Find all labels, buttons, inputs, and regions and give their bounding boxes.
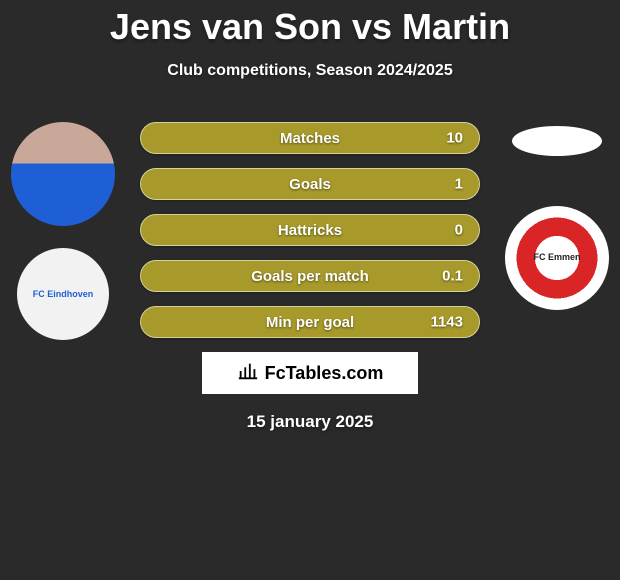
right-player-column: FC Emmen <box>502 122 612 310</box>
stat-value-right: 10 <box>446 130 463 147</box>
right-player-photo <box>512 126 602 156</box>
left-player-photo <box>11 122 115 226</box>
stat-label: Matches <box>280 130 340 147</box>
left-player-column: FC Eindhoven <box>8 122 118 340</box>
stat-bar-goals: Goals 1 <box>140 168 480 200</box>
stat-bar-goals-per-match: Goals per match 0.1 <box>140 260 480 292</box>
bar-chart-icon <box>237 360 259 387</box>
watermark: FcTables.com <box>202 352 418 394</box>
date-label: 15 january 2025 <box>140 412 480 432</box>
left-club-badge: FC Eindhoven <box>17 248 109 340</box>
stats-bars: Matches 10 Goals 1 Hattricks 0 Goals per… <box>140 122 480 432</box>
stat-bar-min-per-goal: Min per goal 1143 <box>140 306 480 338</box>
right-club-label: FC Emmen <box>533 253 580 263</box>
watermark-text: FcTables.com <box>265 363 384 384</box>
stat-label: Hattricks <box>278 222 342 239</box>
stat-value-right: 1143 <box>430 314 463 331</box>
page-title: Jens van Son vs Martin <box>0 0 620 48</box>
left-club-label: FC Eindhoven <box>33 289 94 299</box>
stat-bar-hattricks: Hattricks 0 <box>140 214 480 246</box>
stat-value-right: 0.1 <box>442 268 463 285</box>
stat-value-right: 0 <box>455 222 463 239</box>
right-club-badge: FC Emmen <box>505 206 609 310</box>
stat-label: Min per goal <box>266 314 354 331</box>
stat-label: Goals <box>289 176 331 193</box>
stat-bar-matches: Matches 10 <box>140 122 480 154</box>
page-subtitle: Club competitions, Season 2024/2025 <box>0 62 620 80</box>
stat-value-right: 1 <box>455 176 463 193</box>
stat-label: Goals per match <box>251 268 369 285</box>
